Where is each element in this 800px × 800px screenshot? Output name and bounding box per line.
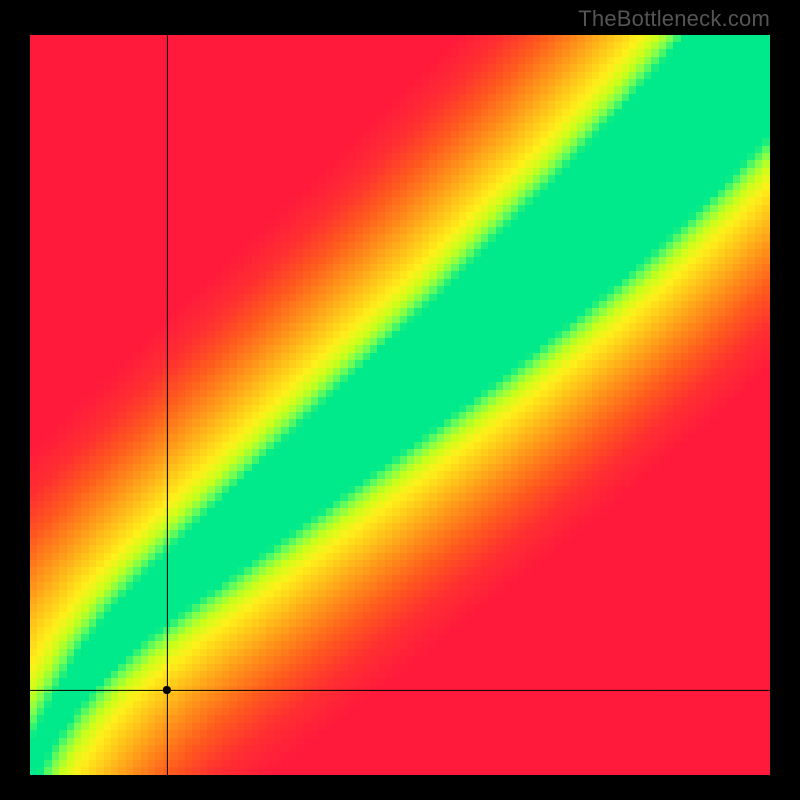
chart-container: { "watermark": { "text": "TheBottleneck.… bbox=[0, 0, 800, 800]
watermark-text: TheBottleneck.com bbox=[578, 6, 770, 32]
bottleneck-heatmap bbox=[30, 35, 770, 775]
